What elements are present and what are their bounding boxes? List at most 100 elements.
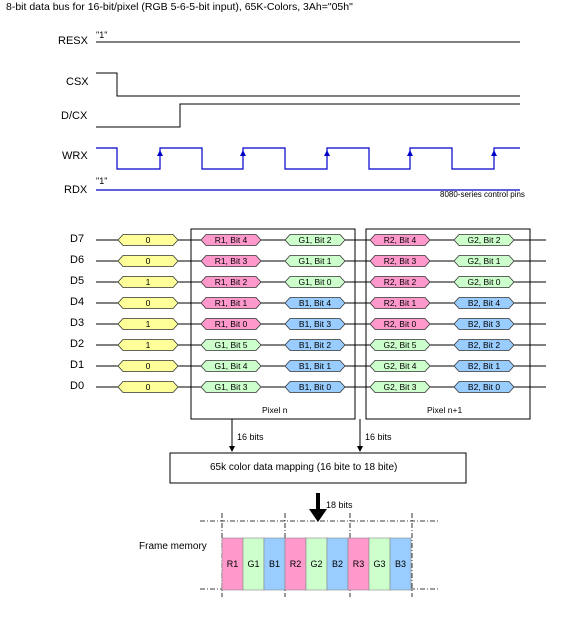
bus-value-shape	[369, 381, 431, 393]
bus-value-shape	[453, 318, 515, 330]
bus-value-shape	[284, 276, 346, 288]
data-line-label-d2: D2	[70, 338, 85, 350]
bus-value-text: G1, Bit 3	[214, 382, 247, 392]
signal-label-dcx: D/CX	[61, 110, 88, 122]
bus-value-shape	[284, 297, 346, 309]
bus-value-text: B1, Bit 2	[299, 340, 331, 350]
bus-value-shape	[200, 318, 262, 330]
bus-value-text: G2, Bit 0	[467, 277, 500, 287]
bus-value-text: G2, Bit 1	[467, 256, 500, 266]
bus-value-text: 0	[146, 298, 151, 308]
bus-value-shape	[117, 381, 179, 393]
resx-value: "1"	[96, 30, 108, 40]
bus-value-shape	[117, 234, 179, 246]
bus-value-text: B2, Bit 4	[468, 298, 500, 308]
pixel-n-label: Pixel n	[262, 405, 288, 415]
bus-value-text: G1, Bit 5	[214, 340, 247, 350]
bus-value-text: R2, Bit 0	[384, 319, 417, 329]
data-line-d7: 0 R1, Bit 4 G1, Bit 2 R2, Bit 4 G2, Bit 2	[96, 234, 546, 246]
bus-value-shape	[117, 339, 179, 351]
data-line-label-d5: D5	[70, 275, 85, 287]
bus-value-text: G1, Bit 0	[298, 277, 331, 287]
bus-value-shape	[117, 255, 179, 267]
bus-value-shape	[117, 276, 179, 288]
bus-value-shape	[453, 297, 515, 309]
mapping-label: 65k color data mapping (16 bite to 18 bi…	[210, 462, 398, 473]
bus-value-shape	[200, 276, 262, 288]
bus-value-text: B2, Bit 1	[468, 361, 500, 371]
bus-value-shape	[200, 339, 262, 351]
dcx-waveform	[96, 103, 520, 128]
bus-value-text: 0	[146, 256, 151, 266]
data-line-d3: 1 R1, Bit 0 B1, Bit 3 R2, Bit 0 B2, Bit 3	[96, 318, 546, 330]
bus-value-shape	[453, 381, 515, 393]
bus-value-text: G2, Bit 4	[383, 361, 416, 371]
bus-value-text: B1, Bit 1	[299, 361, 331, 371]
bus-value-text: R2, Bit 2	[384, 277, 417, 287]
bus-value-shape	[453, 360, 515, 372]
bus-value-shape	[117, 360, 179, 372]
mapping-box	[169, 452, 467, 484]
bus-value-text: B1, Bit 3	[299, 319, 331, 329]
bus-value-text: G2, Bit 5	[383, 340, 416, 350]
bus-value-shape	[284, 360, 346, 372]
bus-value-text: R1, Bit 4	[215, 235, 248, 245]
bus-value-text: 0	[146, 382, 151, 392]
data-line-d5: 1 R1, Bit 2 G1, Bit 0 R2, Bit 2 G2, Bit 0	[96, 276, 546, 288]
bus-value-shape	[200, 255, 262, 267]
bus-value-text: G1, Bit 1	[298, 256, 331, 266]
bus-value-text: 1	[146, 340, 151, 350]
bus-value-text: R2, Bit 3	[384, 256, 417, 266]
signal-label-wrx: WRX	[62, 150, 88, 162]
bus-value-text: 0	[146, 235, 151, 245]
bus-value-shape	[117, 297, 179, 309]
bus-value-text: B2, Bit 2	[468, 340, 500, 350]
frame-memory-cell	[389, 537, 412, 591]
bus-value-shape	[284, 381, 346, 393]
rdx-value: "1"	[96, 176, 108, 186]
bus-value-shape	[369, 339, 431, 351]
bus-value-shape	[369, 234, 431, 246]
bus-value-shape	[369, 297, 431, 309]
frame-memory-label: Frame memory	[139, 541, 207, 552]
frame-memory-cell-label: G1	[247, 559, 259, 569]
control-pins-note: 8080-series control pins	[440, 190, 525, 199]
data-line-d0: 0 G1, Bit 3 B1, Bit 0 G2, Bit 3 B2, Bit 0	[96, 381, 546, 393]
bus-value-shape	[369, 255, 431, 267]
frame-memory-cell-label: R3	[353, 559, 365, 569]
bits-18-label: 18 bits	[326, 500, 353, 510]
bus-value-text: R2, Bit 4	[384, 235, 417, 245]
bus-value-shape	[200, 297, 262, 309]
data-line-label-d0: D0	[70, 380, 85, 392]
page-title: 8-bit data bus for 16-bit/pixel (RGB 5-6…	[6, 1, 353, 13]
bits-16-label-left: 16 bits	[237, 432, 264, 442]
bus-value-text: R2, Bit 1	[384, 298, 417, 308]
bus-value-shape	[200, 360, 262, 372]
frame-memory-cell-label: R2	[290, 559, 302, 569]
bus-value-shape	[453, 339, 515, 351]
signal-label-resx: RESX	[58, 35, 88, 47]
frame-memory-cell-label: B1	[269, 559, 280, 569]
bus-value-text: G1, Bit 2	[298, 235, 331, 245]
bus-value-text: B2, Bit 3	[468, 319, 500, 329]
data-line-label-d6: D6	[70, 254, 85, 266]
bus-value-shape	[369, 360, 431, 372]
bus-value-text: R1, Bit 2	[215, 277, 248, 287]
bits-16-label-right: 16 bits	[365, 432, 392, 442]
csx-waveform	[96, 72, 520, 97]
bus-value-shape	[369, 318, 431, 330]
bus-value-text: R1, Bit 1	[215, 298, 248, 308]
frame-memory-cell-label: G2	[310, 559, 322, 569]
bus-value-shape	[284, 318, 346, 330]
bus-value-shape	[453, 234, 515, 246]
bus-value-text: 1	[146, 277, 151, 287]
bus-value-text: 1	[146, 319, 151, 329]
bus-value-shape	[284, 234, 346, 246]
bus-value-text: G2, Bit 2	[467, 235, 500, 245]
bus-value-shape	[284, 339, 346, 351]
frame-memory-cell-label: B3	[395, 559, 406, 569]
data-line-d2: 1 G1, Bit 5 B1, Bit 2 G2, Bit 5 B2, Bit 2	[96, 339, 546, 351]
frame-memory-cell-label: R1	[227, 559, 239, 569]
data-line-label-d7: D7	[70, 233, 85, 245]
